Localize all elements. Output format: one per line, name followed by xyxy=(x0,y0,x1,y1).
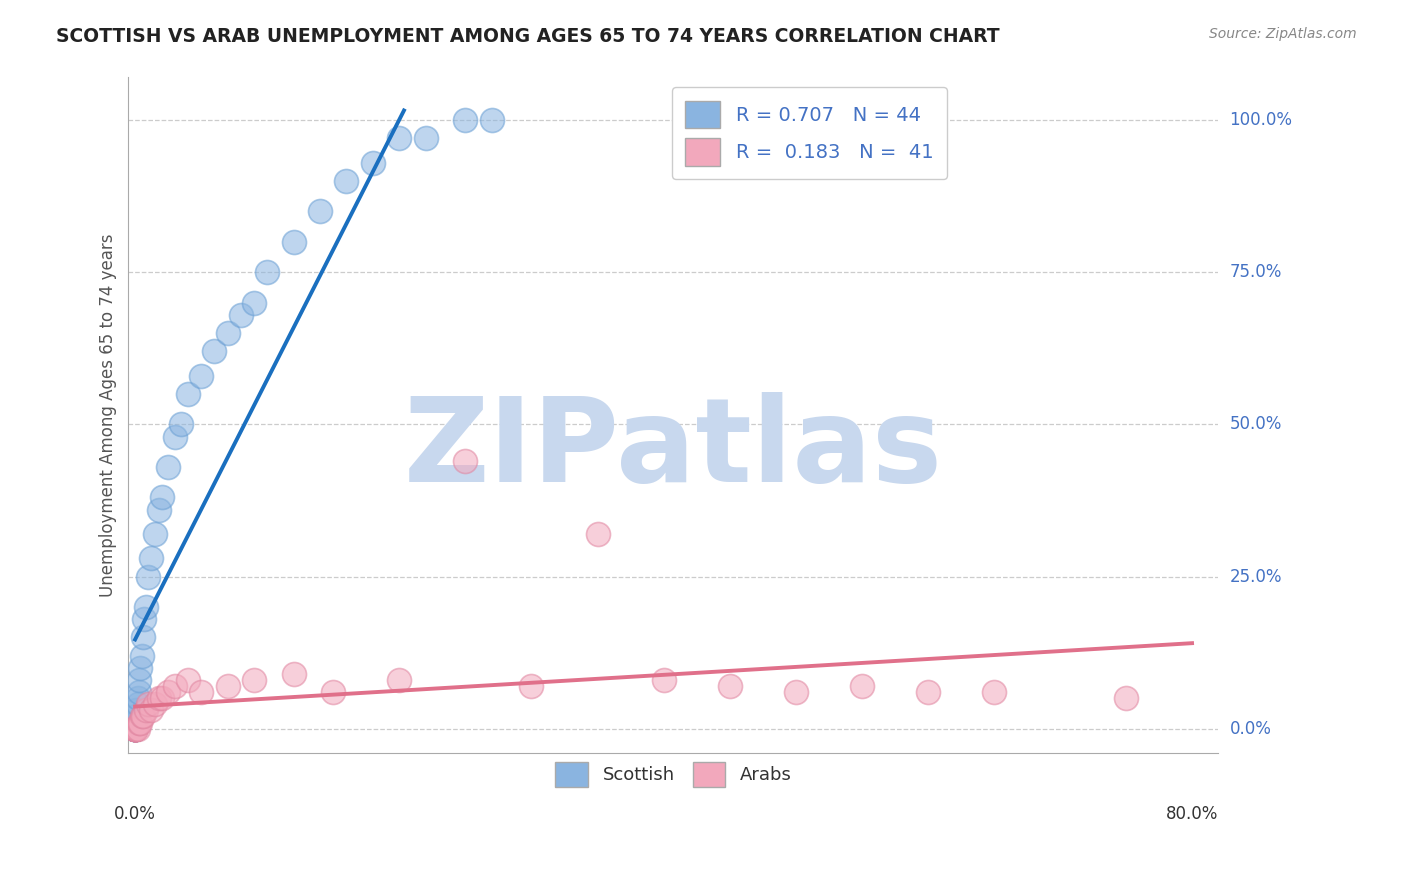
Point xyxy=(124,722,146,736)
Text: 80.0%: 80.0% xyxy=(1166,805,1218,823)
Point xyxy=(124,722,146,736)
Point xyxy=(131,648,153,663)
Point xyxy=(177,387,200,401)
Point xyxy=(124,722,146,736)
Point xyxy=(129,715,152,730)
Text: 50.0%: 50.0% xyxy=(1230,416,1282,434)
Point xyxy=(134,612,156,626)
Text: ZIPatlas: ZIPatlas xyxy=(404,392,943,507)
Point xyxy=(136,698,159,712)
Point xyxy=(190,368,212,383)
Point xyxy=(139,551,162,566)
Point xyxy=(388,673,411,687)
Point xyxy=(124,722,146,736)
Point xyxy=(481,113,503,128)
Point xyxy=(124,722,146,736)
Point xyxy=(454,113,477,128)
Point xyxy=(283,666,305,681)
Point xyxy=(229,308,252,322)
Point xyxy=(243,295,266,310)
Point xyxy=(718,679,741,693)
Point xyxy=(124,715,146,730)
Point xyxy=(124,722,146,736)
Text: 100.0%: 100.0% xyxy=(1230,111,1292,129)
Point xyxy=(139,703,162,717)
Point xyxy=(125,709,148,723)
Point xyxy=(586,527,609,541)
Point xyxy=(124,722,146,736)
Point xyxy=(124,722,146,736)
Point xyxy=(132,631,155,645)
Point xyxy=(124,715,146,730)
Point xyxy=(124,722,146,736)
Point xyxy=(309,204,332,219)
Point xyxy=(361,155,384,169)
Point xyxy=(143,527,166,541)
Point xyxy=(322,685,344,699)
Point xyxy=(388,131,411,145)
Point xyxy=(125,703,148,717)
Point xyxy=(143,698,166,712)
Point xyxy=(454,454,477,468)
Text: 25.0%: 25.0% xyxy=(1230,567,1282,585)
Point xyxy=(917,685,939,699)
Text: SCOTTISH VS ARAB UNEMPLOYMENT AMONG AGES 65 TO 74 YEARS CORRELATION CHART: SCOTTISH VS ARAB UNEMPLOYMENT AMONG AGES… xyxy=(56,27,1000,45)
Point xyxy=(256,265,278,279)
Text: 0.0%: 0.0% xyxy=(1230,720,1271,738)
Point xyxy=(283,235,305,249)
Point xyxy=(124,722,146,736)
Point xyxy=(127,698,149,712)
Point xyxy=(150,491,173,505)
Point xyxy=(520,679,543,693)
Point xyxy=(177,673,200,687)
Point xyxy=(124,722,146,736)
Point xyxy=(851,679,873,693)
Point xyxy=(217,326,239,340)
Point xyxy=(124,722,146,736)
Point xyxy=(163,679,186,693)
Point xyxy=(124,722,146,736)
Point xyxy=(131,709,153,723)
Point xyxy=(129,661,152,675)
Point xyxy=(124,722,146,736)
Point xyxy=(652,673,675,687)
Text: 0.0%: 0.0% xyxy=(114,805,156,823)
Y-axis label: Unemployment Among Ages 65 to 74 years: Unemployment Among Ages 65 to 74 years xyxy=(100,234,117,597)
Point xyxy=(124,722,146,736)
Point xyxy=(148,691,170,706)
Text: 75.0%: 75.0% xyxy=(1230,263,1282,281)
Point xyxy=(190,685,212,699)
Point xyxy=(415,131,437,145)
Point xyxy=(125,722,148,736)
Point xyxy=(150,691,173,706)
Point xyxy=(128,673,150,687)
Point xyxy=(785,685,807,699)
Point xyxy=(127,722,149,736)
Point xyxy=(983,685,1005,699)
Point xyxy=(135,599,157,614)
Point xyxy=(148,502,170,516)
Text: Source: ZipAtlas.com: Source: ZipAtlas.com xyxy=(1209,27,1357,41)
Point xyxy=(335,174,357,188)
Point xyxy=(157,685,180,699)
Point xyxy=(124,722,146,736)
Point xyxy=(170,417,193,432)
Point xyxy=(128,715,150,730)
Point xyxy=(243,673,266,687)
Point xyxy=(135,703,157,717)
Point xyxy=(124,722,146,736)
Point xyxy=(136,569,159,583)
Point xyxy=(128,685,150,699)
Point xyxy=(132,709,155,723)
Point xyxy=(127,691,149,706)
Point xyxy=(202,344,225,359)
Point xyxy=(157,459,180,474)
Point xyxy=(217,679,239,693)
Legend: Scottish, Arabs: Scottish, Arabs xyxy=(548,755,799,795)
Point xyxy=(124,722,146,736)
Point xyxy=(1115,691,1137,706)
Point xyxy=(163,429,186,443)
